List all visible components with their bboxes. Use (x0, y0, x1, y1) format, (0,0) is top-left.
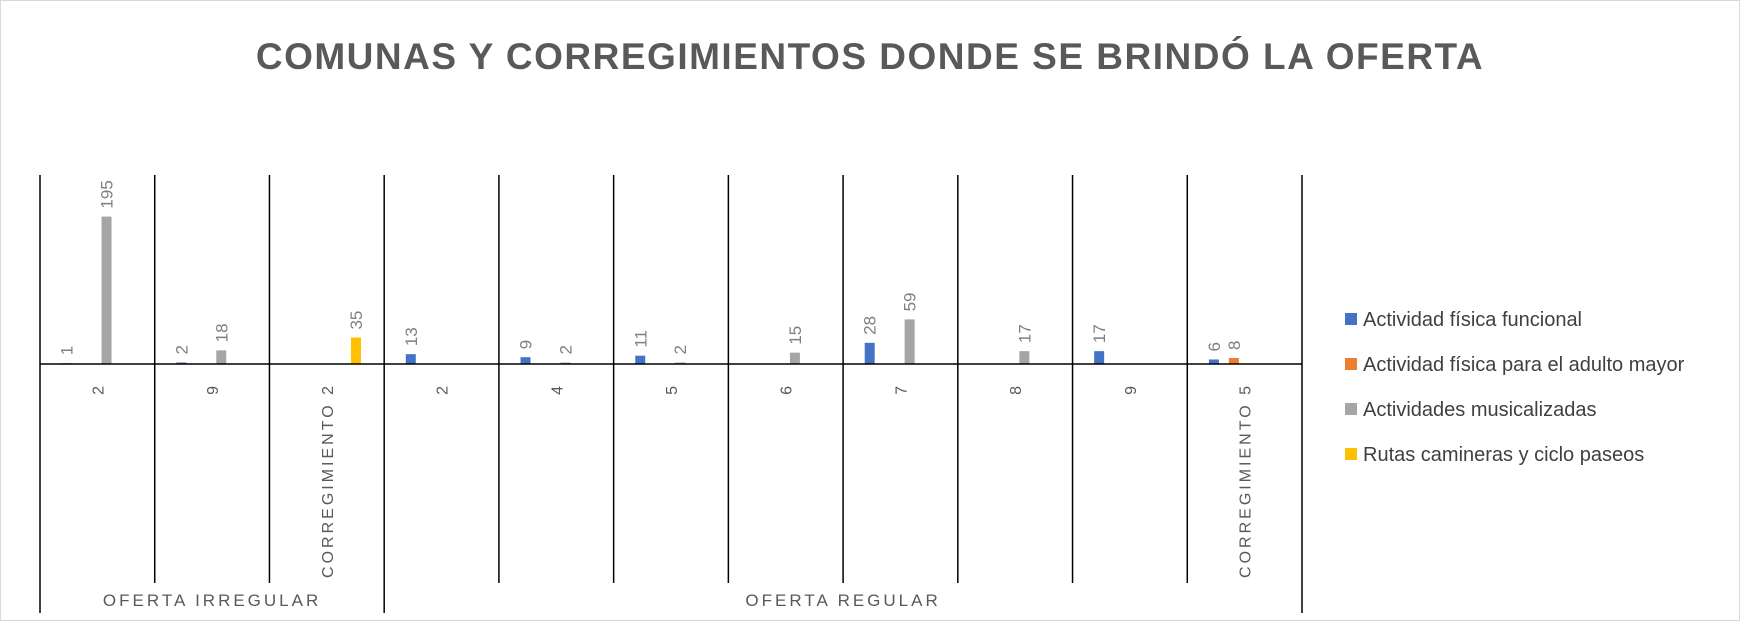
x-tick-label: 6 (779, 383, 796, 395)
legend-swatch (1345, 313, 1357, 325)
value-label: 195 (98, 180, 117, 208)
bar (405, 354, 416, 364)
legend-label: Actividad física funcional (1363, 309, 1582, 331)
bar (350, 337, 361, 364)
x-tick-label: 2 (435, 383, 452, 395)
value-label: 28 (861, 316, 880, 335)
legend-label: Actividades musicalizadas (1363, 399, 1596, 421)
value-label: 15 (786, 326, 805, 345)
legend-swatch (1345, 448, 1357, 460)
value-label: 11 (631, 330, 650, 348)
value-label: 35 (347, 311, 366, 330)
title-box: COMUNAS Y CORREGIMIENTOS DONDE SE BRINDÓ… (255, 36, 1485, 77)
value-label: 13 (402, 327, 421, 346)
value-label: 6 (1205, 342, 1224, 351)
bar (904, 319, 915, 364)
bar (635, 355, 646, 364)
legend-swatch (1345, 403, 1357, 415)
value-label: 59 (901, 292, 920, 311)
bar (864, 342, 875, 364)
bar (101, 216, 112, 364)
value-label: 2 (671, 345, 690, 354)
value-label: 18 (212, 323, 231, 342)
x-tick-label: CORREGIMIENTO 2 (320, 383, 337, 578)
bar (675, 362, 686, 364)
group-label: OFERTA IRREGULAR (103, 591, 321, 610)
x-tick-label: 7 (893, 383, 910, 395)
bar (520, 357, 531, 364)
x-tick-label: CORREGIMIENTO 5 (1238, 383, 1255, 578)
chart-title: COMUNAS Y CORREGIMIENTOS DONDE SE BRINDÓ… (255, 36, 1485, 77)
bar (176, 362, 187, 364)
bar (1019, 351, 1030, 364)
value-label: 1 (58, 346, 77, 355)
group-label: OFERTA REGULAR (745, 591, 940, 610)
x-tick-label: 5 (664, 383, 681, 395)
x-tick-label: 2 (90, 383, 107, 395)
value-label: 2 (556, 345, 575, 354)
legend-swatch (1345, 358, 1357, 370)
bar (560, 362, 571, 364)
bar (216, 350, 227, 364)
value-label: 8 (1225, 340, 1244, 349)
x-tick-label: 9 (205, 383, 222, 395)
x-tick-label: 8 (1008, 383, 1025, 395)
x-tick-label: 4 (549, 383, 566, 395)
bar (789, 352, 800, 364)
value-label: 17 (1015, 324, 1034, 343)
value-label: 2 (172, 345, 191, 354)
value-label: 9 (517, 340, 536, 349)
bar (1094, 351, 1105, 364)
bar (1228, 357, 1239, 364)
legend-label: Rutas camineras y ciclo paseos (1363, 444, 1644, 466)
bar (1208, 359, 1219, 364)
legend-label: Actividad física para el adulto mayor (1363, 354, 1685, 376)
x-tick-label: 9 (1123, 383, 1140, 395)
value-label: 17 (1090, 324, 1109, 343)
